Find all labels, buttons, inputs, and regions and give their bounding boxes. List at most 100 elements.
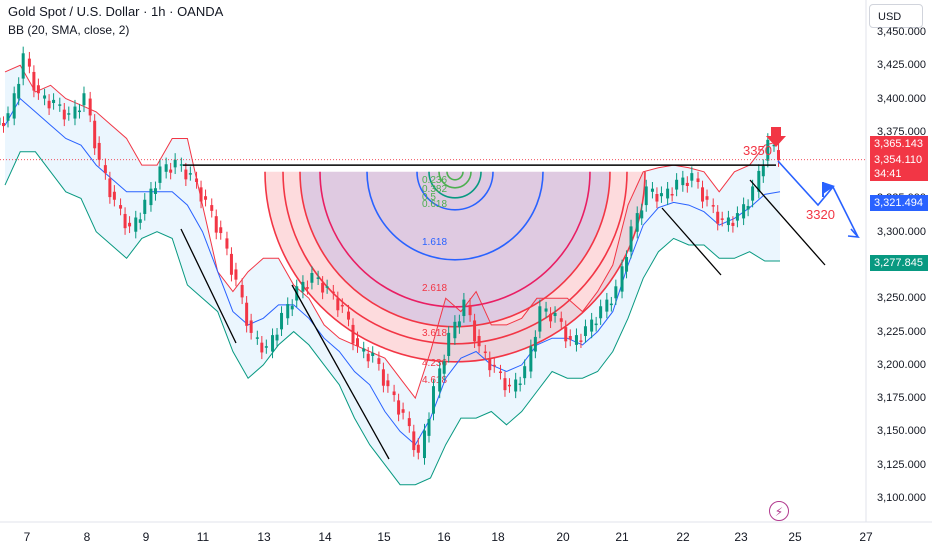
candle-body [538,306,542,332]
candle-body [103,165,107,174]
x-tick-label: 7 [23,530,31,544]
candle-body [67,113,71,115]
x-tick-label: 9 [142,530,150,544]
candle-body [666,188,670,199]
indicator-label: BB (20, SMA, close, 2) [8,23,130,37]
candle-body [477,336,481,347]
resistance-level-label: 3350 [743,143,772,158]
fib-level-label: 2.618 [422,283,447,294]
candle-body [681,177,685,186]
fib-arc [366,171,544,261]
candle-body [498,371,502,374]
candle-body [468,304,472,316]
candle-body [240,284,244,298]
candle-body [716,211,720,224]
projection-arrowhead [847,228,860,238]
candle-body [316,277,320,279]
y-tick-label: 3,100.000 [877,492,926,504]
candle-body [73,106,77,119]
candle-body [772,144,776,147]
candle-body [705,196,709,200]
candle-body [47,100,51,109]
x-tick-label: 23 [734,530,748,544]
candle-body [675,179,679,190]
trendline [661,207,722,276]
lightning-icon[interactable]: ⚡ [769,501,789,521]
candle-body [149,188,153,206]
candle-body [275,334,279,341]
bb-basis-line [4,97,781,446]
candle-body [108,178,112,198]
candle-body [305,287,309,289]
candle-body [742,204,746,219]
candle-body [650,188,654,192]
candle-body [153,188,157,194]
candle-body [255,337,259,339]
candle-body [685,182,689,187]
candle-body [412,431,416,451]
x-tick-label: 20 [556,530,570,544]
candle-body [0,117,1,126]
candle-body [301,281,305,292]
x-tick-label: 13 [257,530,271,544]
trendline [749,179,826,266]
fib-level-label: 4.236 [422,358,447,369]
candle-body [371,352,375,356]
x-tick-label: 27 [859,530,873,544]
candle-body [659,193,663,197]
candle-body [438,368,442,392]
candle-body [119,205,123,209]
candle-body [290,305,294,310]
candle-body [392,391,396,396]
candle-body [690,173,694,181]
candle-body [720,218,724,220]
fib-level-label: 3.618 [422,328,447,339]
candle-body [36,85,40,94]
price-tag: 3,365.143 [870,136,928,152]
candle-body [12,93,16,119]
candle-body [427,419,431,436]
candle-body [351,324,355,344]
x-tick-label: 8 [83,530,91,544]
candle-body [447,332,451,356]
y-tick-label: 3,375.000 [877,125,926,138]
candle-body [640,210,644,219]
chart-header: Gold Spot / U.S. Dollar · 1h · OANDA BB … [8,4,223,37]
price-tag: 3,277.845 [870,255,928,271]
candle-body [583,326,587,337]
fib-arc [438,171,472,189]
currency-button[interactable]: USD [869,4,923,28]
candle-body [199,187,203,202]
fib-level-label: 0.236 [422,175,447,186]
y-tick-label: 3,150.000 [877,425,926,438]
fib-level-label: 1.618 [422,237,447,248]
bb-upper-line [4,64,781,400]
candle-body [635,213,639,232]
candle-body [735,213,739,221]
candle-body [6,113,10,121]
fib-arc [264,171,646,363]
candle-body [431,386,435,414]
candle-body [407,418,411,427]
candle-body [529,346,533,372]
candle-body [514,379,518,392]
fib-arc-fill-inner [300,171,610,327]
candle-body [766,139,770,161]
y-tick-label: 3,250.000 [877,292,926,305]
bb-lower-line [4,151,780,486]
candle-body [134,217,138,232]
candle-body [331,291,335,294]
candle-body [696,178,700,183]
candle-body [568,336,572,340]
candle-body [422,430,426,459]
candle-body [544,308,548,312]
x-tick-label: 11 [196,530,210,544]
candle-body [340,304,344,307]
candle-body [356,338,360,347]
candle-body [731,222,735,226]
candle-body [777,150,780,161]
y-tick-label: 3,425.000 [877,59,926,72]
projection-path [777,160,859,238]
fib-level-label: 0.618 [422,199,447,210]
